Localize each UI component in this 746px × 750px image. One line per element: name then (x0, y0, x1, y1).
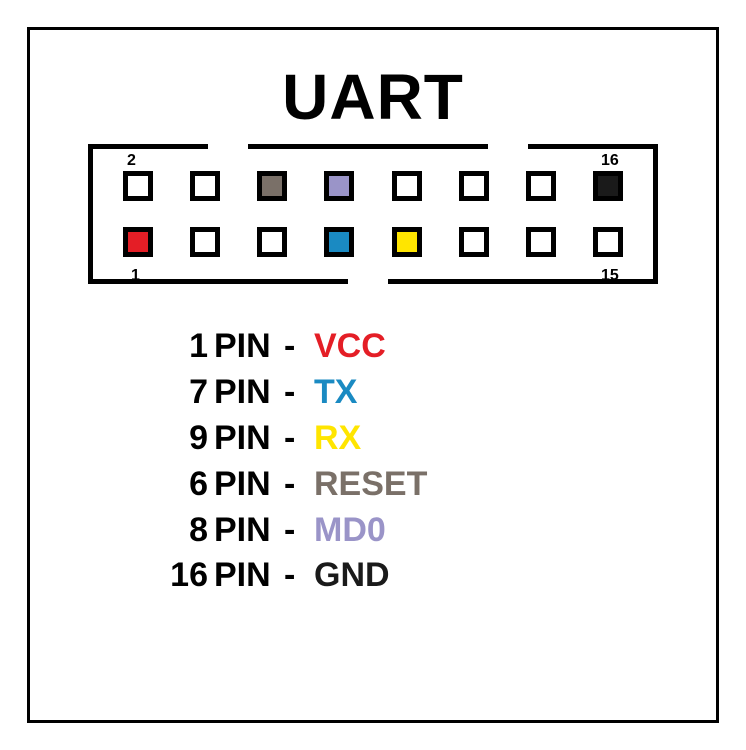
pin-10 (392, 171, 422, 201)
title: UART (30, 60, 716, 134)
pin-2 (123, 171, 153, 201)
legend-row: 8PIN-MD0 (158, 508, 588, 554)
legend-row: 1PIN-VCC (158, 324, 588, 370)
legend-signal: GND (314, 553, 390, 599)
legend-signal: RX (314, 416, 361, 462)
legend-pin-word: PIN (214, 553, 284, 599)
pin-8 (324, 171, 354, 201)
legend-row: 16PIN-GND (158, 553, 588, 599)
legend-pin-word: PIN (214, 508, 284, 554)
pin-row-top (123, 171, 623, 201)
legend-row: 7PIN-TX (158, 370, 588, 416)
legend: 1PIN-VCC7PIN-TX9PIN-RX6PIN-RESET8PIN-MD0… (158, 324, 588, 599)
pin-label-15: 15 (601, 267, 619, 285)
legend-pin-word: PIN (214, 416, 284, 462)
legend-signal: RESET (314, 462, 427, 508)
pin-9 (392, 227, 422, 257)
diagram-frame: UART 2 16 1 15 1PIN-VCC7PIN-TX9PIN-RX6PI… (27, 27, 719, 723)
legend-dash: - (284, 324, 314, 370)
legend-dash: - (284, 416, 314, 462)
notch (488, 144, 528, 150)
pin-label-2: 2 (127, 152, 136, 170)
legend-pin-number: 6 (158, 462, 214, 508)
legend-pin-number: 7 (158, 370, 214, 416)
pin-15 (593, 227, 623, 257)
pin-11 (459, 227, 489, 257)
connector: 2 16 1 15 (88, 144, 658, 284)
pin-row-bottom (123, 227, 623, 257)
pin-14 (526, 171, 556, 201)
legend-pin-number: 8 (158, 508, 214, 554)
pin-12 (459, 171, 489, 201)
connector-body: 2 16 1 15 (88, 144, 658, 284)
pin-13 (526, 227, 556, 257)
legend-pin-word: PIN (214, 462, 284, 508)
pin-6 (257, 171, 287, 201)
pin-label-16: 16 (601, 152, 619, 170)
pin-5 (257, 227, 287, 257)
legend-pin-number: 9 (158, 416, 214, 462)
legend-pin-number: 16 (158, 553, 214, 599)
pin-1 (123, 227, 153, 257)
legend-row: 9PIN-RX (158, 416, 588, 462)
legend-dash: - (284, 508, 314, 554)
legend-signal: TX (314, 370, 357, 416)
legend-signal: VCC (314, 324, 386, 370)
legend-dash: - (284, 553, 314, 599)
pin-4 (190, 171, 220, 201)
legend-dash: - (284, 462, 314, 508)
legend-pin-word: PIN (214, 324, 284, 370)
notch (348, 278, 388, 284)
legend-row: 6PIN-RESET (158, 462, 588, 508)
pin-16 (593, 171, 623, 201)
legend-signal: MD0 (314, 508, 386, 554)
pin-3 (190, 227, 220, 257)
pin-7 (324, 227, 354, 257)
legend-pin-word: PIN (214, 370, 284, 416)
legend-pin-number: 1 (158, 324, 214, 370)
legend-dash: - (284, 370, 314, 416)
pin-label-1: 1 (131, 267, 140, 285)
notch (208, 144, 248, 150)
